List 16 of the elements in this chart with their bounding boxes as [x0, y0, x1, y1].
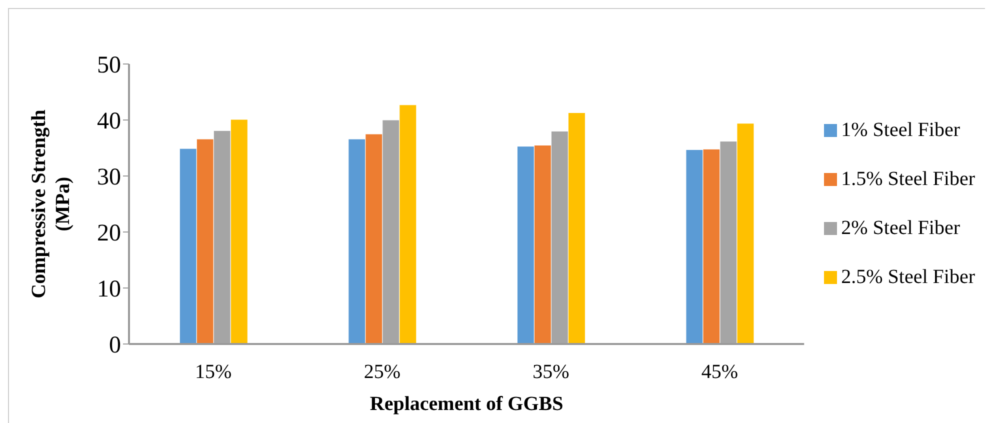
y-tick-label: 20 — [97, 220, 121, 247]
x-tick-label: 15% — [195, 361, 232, 384]
y-tick-label: 10 — [97, 276, 121, 303]
y-tick-label: 30 — [97, 164, 121, 191]
legend-label: 1% Steel Fiber — [841, 118, 960, 142]
x-axis-title: Replacement of GGBS — [370, 393, 564, 415]
y-tick-label: 40 — [97, 108, 121, 135]
x-tick-label: 45% — [701, 361, 738, 384]
x-tick-label: 25% — [364, 361, 401, 384]
y-tick-label: 0 — [109, 332, 121, 359]
legend-label: 2% Steel Fiber — [841, 216, 960, 240]
y-axis-title: Compressive Strength (MPa) — [28, 110, 74, 298]
legend-label: 2.5% Steel Fiber — [841, 266, 975, 288]
y-tick-label: 50 — [97, 52, 121, 79]
legend-label: 1.5% Steel Fiber — [841, 168, 975, 190]
x-tick-label: 35% — [532, 361, 570, 384]
